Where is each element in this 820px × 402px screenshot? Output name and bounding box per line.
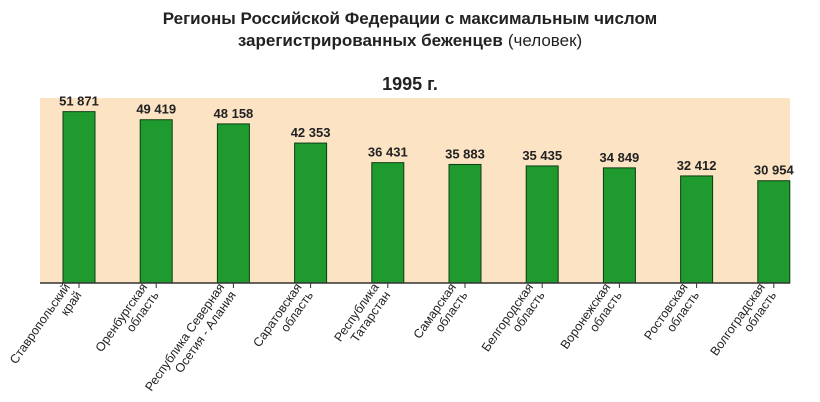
x-ticks-group (78, 283, 775, 288)
chart-title-unit: (человек) (508, 31, 582, 50)
bar-2 (139, 119, 173, 284)
chart-title-line-1: Регионы Российской Федерации с максималь… (163, 9, 658, 28)
value-labels-group: 51 871 49 419 48 158 42 353 36 431 35 883 35 4… (59, 94, 794, 178)
value-label-3: 48 158 (214, 106, 254, 121)
category-label-5: РеспубликаТатарстан (331, 281, 393, 353)
bar-5 (371, 162, 405, 284)
category-label-8: Воронежскаяобласть (558, 281, 625, 360)
bar-1 (62, 111, 96, 284)
value-label-7: 35 435 (522, 148, 562, 163)
bar-4 (294, 142, 328, 284)
value-label-8: 34 849 (600, 150, 640, 165)
value-label-4: 42 353 (291, 125, 331, 140)
bars-group (62, 111, 791, 284)
category-label-6: Самарскаяобласть (411, 281, 471, 350)
category-labels-group: Ставропольскийкрай Оренбургскаяобласть Рес… (7, 281, 780, 394)
category-label-2: Оренбургскаяобласть (93, 281, 162, 363)
bar-6 (448, 163, 482, 284)
category-label-7: Белгородскаяобласть (479, 281, 548, 363)
chart-title-line-2: зарегистрированных беженцев (человек) (238, 31, 582, 50)
value-label-9: 32 412 (677, 158, 717, 173)
bar-10 (757, 180, 791, 284)
value-label-6: 35 883 (445, 146, 485, 161)
bar-7 (525, 165, 559, 284)
chart-subtitle: 1995 г. (382, 74, 438, 94)
value-label-2: 49 419 (136, 102, 176, 117)
category-label-1-line-1: Ставропольский (7, 281, 73, 367)
category-label-9: Ростовскаяобласть (641, 281, 702, 351)
value-label-1: 51 871 (59, 94, 99, 109)
category-label-1: Ставропольскийкрай (7, 281, 84, 375)
value-label-5: 36 431 (368, 145, 408, 160)
value-label-10: 30 954 (754, 163, 795, 178)
bar-8 (602, 167, 636, 284)
category-label-10: Волгоградскаяобласть (708, 281, 780, 367)
bar-3 (216, 123, 250, 284)
bar-9 (680, 175, 714, 284)
category-label-4: Саратовскаяобласть (250, 281, 316, 358)
chart-title-line-2-bold: зарегистрированных беженцев (238, 31, 503, 50)
